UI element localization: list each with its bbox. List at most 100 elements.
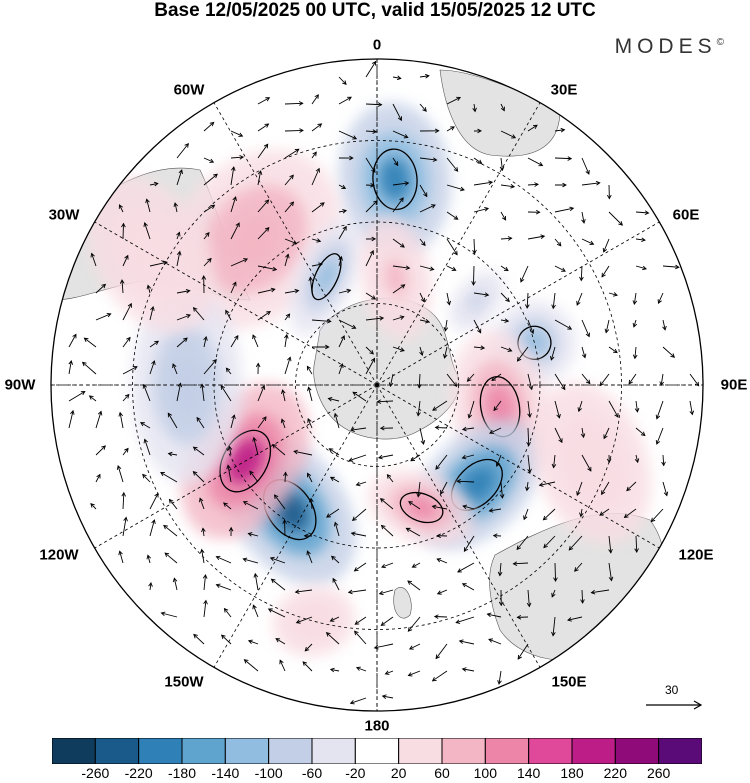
wind-vector	[243, 558, 259, 564]
anomaly-core-0	[378, 157, 412, 202]
wind-vector-head	[318, 262, 323, 267]
wind-vector	[172, 363, 178, 375]
wind-vector	[221, 634, 232, 645]
wind-vector	[527, 124, 538, 132]
wind-vector-head	[119, 279, 125, 284]
wind-vector-head	[551, 463, 557, 469]
anomaly-core-14	[301, 611, 326, 632]
wind-vector	[147, 555, 151, 564]
anomaly-core-1	[230, 213, 280, 266]
wind-vector	[626, 481, 637, 491]
wind-vector-head	[379, 498, 385, 503]
wind-vector	[552, 616, 556, 636]
wind-vector-head	[340, 335, 345, 341]
wind-vector	[224, 608, 232, 618]
wind-vector	[95, 474, 101, 483]
wind-vector-head	[576, 300, 581, 306]
wind-vector	[121, 280, 124, 294]
wind-vector	[581, 454, 592, 472]
wind-vector	[331, 555, 340, 564]
wind-vector	[122, 448, 129, 456]
wind-vector	[95, 284, 106, 294]
wind-vector-head	[350, 531, 356, 537]
wind-vector	[500, 130, 516, 139]
wind-vector-head	[354, 630, 359, 636]
colorbar-swatch	[441, 738, 486, 764]
wind-vector	[352, 508, 367, 521]
wind-vector	[307, 418, 313, 429]
wind-vector	[386, 474, 394, 483]
wind-vector	[296, 616, 313, 624]
wind-vector	[68, 334, 77, 348]
wind-vector	[581, 373, 591, 384]
wind-vector	[284, 148, 300, 159]
wind-vector-head	[312, 151, 317, 157]
wind-vector-head	[606, 194, 612, 200]
wind-vector	[662, 319, 666, 330]
wind-vector	[196, 417, 205, 429]
wind-vector-head	[148, 581, 153, 587]
wind-vector	[603, 238, 610, 253]
wind-vector	[95, 411, 102, 429]
wind-vector-head	[143, 438, 148, 444]
wind-vector	[444, 319, 448, 331]
wind-vector	[230, 130, 243, 137]
wind-vector-head	[394, 161, 399, 167]
wind-vector	[500, 157, 503, 171]
wind-vector-head	[423, 192, 428, 198]
wind-vector-head	[386, 474, 392, 479]
wind-vector	[281, 419, 286, 429]
wind-vector-head	[209, 158, 215, 163]
wind-vector	[554, 207, 574, 213]
wind-vector	[203, 359, 217, 375]
wind-vector-head	[661, 461, 666, 467]
wind-vector	[392, 346, 405, 352]
wind-vector	[257, 97, 270, 105]
wind-vector-head	[561, 267, 566, 272]
wind-vector	[499, 562, 502, 576]
wind-vector	[203, 122, 215, 132]
wind-vector	[295, 589, 313, 593]
wind-vector-head	[551, 631, 556, 637]
wind-vector-head	[613, 348, 618, 354]
wind-vector	[230, 335, 239, 348]
colorbar-swatch	[181, 738, 226, 764]
wind-vector	[90, 503, 97, 510]
wind-vector	[308, 387, 313, 402]
wind-vector-head	[68, 360, 74, 365]
wind-vector-head	[252, 604, 257, 610]
wind-vector	[122, 492, 125, 510]
brand-mark: ©	[716, 37, 724, 48]
wind-vector	[633, 292, 637, 305]
wind-vector	[326, 508, 340, 518]
wind-vector-head	[306, 550, 311, 556]
wind-vector-head	[488, 638, 494, 643]
wind-vector	[68, 360, 72, 375]
wind-vector-head	[579, 276, 584, 282]
wind-vector-head	[400, 243, 405, 248]
wind-vector-head	[525, 304, 530, 309]
wind-vector-head	[124, 447, 129, 453]
wind-vector	[176, 143, 189, 159]
wind-vector	[462, 427, 475, 430]
wind-vector-head	[461, 426, 467, 432]
wind-vector-head	[329, 476, 335, 481]
wind-vector	[419, 75, 429, 78]
wind-vector-head	[353, 567, 359, 572]
wind-vector	[230, 222, 240, 240]
wind-vector-head	[167, 451, 173, 457]
wind-vector-head	[243, 659, 249, 664]
wind-vector	[580, 265, 583, 281]
wind-vector	[417, 400, 421, 416]
wind-vector	[149, 360, 155, 375]
wind-vector	[381, 525, 394, 537]
wind-vector	[119, 551, 124, 564]
wind-vector	[244, 659, 259, 672]
wind-vector	[581, 346, 586, 358]
wind-vector-head	[562, 182, 567, 188]
wind-vector	[378, 454, 394, 459]
colorbar-swatch	[571, 738, 616, 764]
wind-vector	[489, 508, 502, 512]
wind-vector	[500, 265, 509, 272]
wind-vector	[462, 668, 475, 672]
